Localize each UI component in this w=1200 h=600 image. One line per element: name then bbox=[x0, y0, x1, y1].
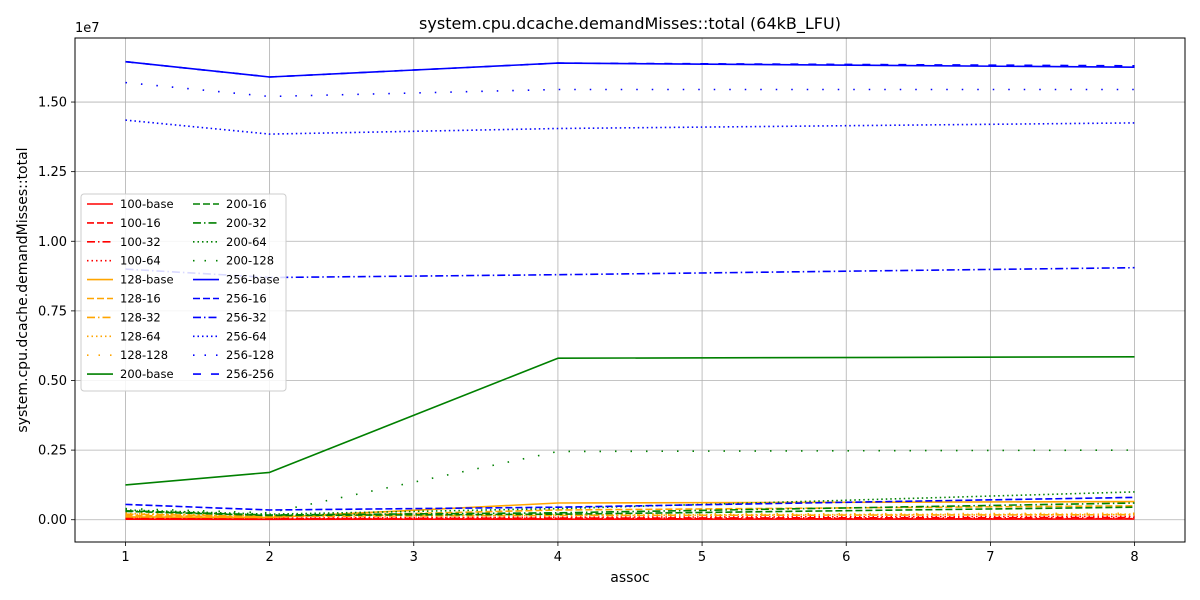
x-tick-label: 5 bbox=[698, 550, 706, 565]
series-line-200-16 bbox=[125, 506, 1135, 517]
x-tick-label: 2 bbox=[265, 550, 273, 565]
legend-label: 200-64 bbox=[226, 235, 267, 249]
legend-box bbox=[80, 193, 287, 392]
legend-label: 200-base bbox=[120, 367, 174, 381]
series-line-200-32 bbox=[125, 502, 1135, 516]
series-line-256-64 bbox=[125, 119, 1135, 135]
y-axis-scale-label: 1e7 bbox=[75, 21, 100, 36]
series-line-256-128 bbox=[125, 81, 1135, 98]
legend-label: 100-16 bbox=[120, 216, 161, 230]
legend-label: 128-32 bbox=[120, 310, 161, 324]
legend-label: 256-32 bbox=[226, 310, 267, 324]
x-tick-label: 7 bbox=[986, 550, 994, 565]
y-axis-label: system.cpu.dcache.demandMisses::total bbox=[15, 147, 31, 432]
legend-label: 256-base bbox=[226, 273, 280, 287]
y-tick-label: 0.25 bbox=[38, 444, 67, 459]
x-tick-label: 8 bbox=[1130, 550, 1138, 565]
legend-label: 200-16 bbox=[226, 197, 267, 211]
legend-label: 200-32 bbox=[226, 216, 267, 230]
y-tick-label: 0.50 bbox=[38, 374, 67, 389]
series-line-128-64 bbox=[125, 512, 1135, 517]
plot-frame bbox=[74, 37, 1186, 543]
series-line-256-16 bbox=[125, 496, 1135, 511]
legend: 100-base 100-16 100-32 100-64 128-base 128-16… bbox=[80, 193, 287, 392]
legend-label: 128-16 bbox=[120, 292, 161, 306]
y-tick-label: 1.50 bbox=[38, 96, 67, 111]
legend-label: 100-64 bbox=[120, 254, 161, 268]
legend-label: 200-128 bbox=[226, 254, 274, 268]
series-line-256-32 bbox=[125, 266, 1135, 279]
series-line-200-64 bbox=[125, 491, 1135, 516]
x-axis-label: assoc bbox=[610, 570, 649, 586]
legend-label: 256-256 bbox=[226, 367, 274, 381]
x-tick-label: 1 bbox=[121, 550, 129, 565]
chart-title: system.cpu.dcache.demandMisses::total (6… bbox=[419, 14, 841, 34]
legend-label: 256-64 bbox=[226, 329, 267, 343]
x-tick-label: 3 bbox=[410, 550, 418, 565]
legend-label: 256-128 bbox=[226, 348, 274, 362]
legend-label: 128-base bbox=[120, 273, 174, 287]
series-line-256-256 bbox=[125, 60, 1135, 78]
x-tick-label: 6 bbox=[842, 550, 850, 565]
series-lines bbox=[125, 60, 1135, 521]
legend-label: 100-base bbox=[120, 197, 174, 211]
legend-label: 100-32 bbox=[120, 235, 161, 249]
y-tick-label: 0.00 bbox=[38, 513, 67, 528]
series-line-200-base bbox=[125, 355, 1135, 486]
x-tick-label: 4 bbox=[554, 550, 562, 565]
legend-label: 128-128 bbox=[120, 348, 168, 362]
legend-label: 128-64 bbox=[120, 329, 161, 343]
y-tick-label: 0.75 bbox=[38, 304, 67, 319]
axis-ticks: 1 2 3 4 5 6 7 8 0.00 0.25 0.50 0.75 1.00 1.25 1.50 bbox=[38, 96, 1139, 565]
y-tick-label: 1.00 bbox=[38, 235, 67, 250]
legend-label: 256-16 bbox=[226, 292, 267, 306]
y-tick-label: 1.25 bbox=[38, 165, 67, 180]
series-line-100-32 bbox=[125, 516, 1135, 520]
